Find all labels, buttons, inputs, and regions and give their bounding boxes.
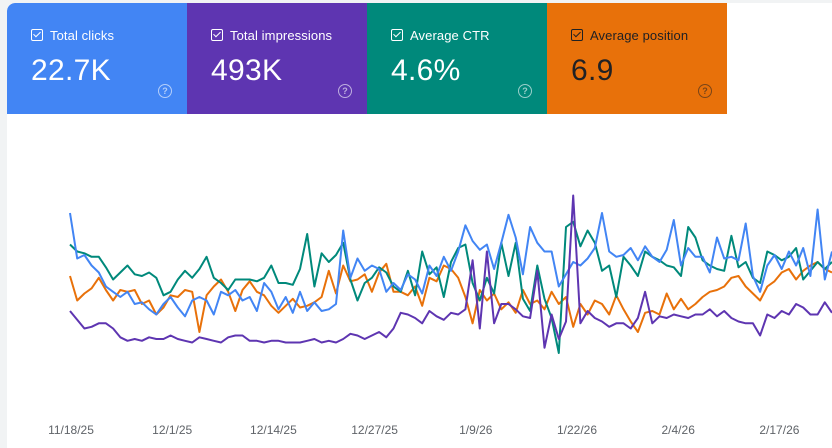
performance-line-chart[interactable]: 11/18/25 12/1/25 12/14/25 12/27/25 1/9/26 1/2… — [7, 3, 832, 448]
metric-label: Total clicks — [50, 28, 115, 43]
x-axis-tick-labels: 11/18/25 12/1/25 12/14/25 12/27/25 1/9/26 1/2… — [48, 423, 800, 437]
metric-label: Average CTR — [410, 28, 490, 43]
x-tick-label: 12/1/25 — [152, 423, 192, 437]
metric-value: 6.9 — [571, 54, 614, 87]
x-tick-label: 11/18/25 — [48, 423, 94, 437]
checkbox-checked-icon[interactable] — [211, 29, 223, 41]
help-icon[interactable]: ? — [518, 84, 532, 98]
x-tick-label: 1/9/26 — [459, 423, 493, 437]
metric-card-average-ctr[interactable]: Average CTR 4.6% ? — [367, 3, 547, 114]
metric-value: 4.6% — [391, 54, 461, 87]
metric-label: Average position — [590, 28, 689, 43]
metric-card-total-impressions[interactable]: Total impressions 493K ? — [187, 3, 367, 114]
x-tick-label: 2/17/26 — [759, 423, 799, 437]
metric-card-average-position[interactable]: Average position 6.9 ? — [547, 3, 727, 114]
metric-cards: Total clicks 22.7K ? Total impressions 4… — [7, 3, 727, 114]
metric-value: 22.7K — [31, 54, 111, 87]
help-icon[interactable]: ? — [338, 84, 352, 98]
x-tick-label: 1/22/26 — [557, 423, 597, 437]
x-tick-label: 12/27/25 — [351, 423, 398, 437]
checkbox-checked-icon[interactable] — [31, 29, 43, 41]
checkbox-checked-icon[interactable] — [571, 29, 583, 41]
performance-panel: Total clicks 22.7K ? Total impressions 4… — [7, 3, 832, 448]
x-tick-label: 12/14/25 — [250, 423, 297, 437]
metric-label: Total impressions — [230, 28, 333, 43]
x-tick-label: 2/4/26 — [662, 423, 696, 437]
metric-value: 493K — [211, 54, 283, 87]
series-line-total-clicks — [69, 208, 832, 318]
help-icon[interactable]: ? — [698, 84, 712, 98]
help-icon[interactable]: ? — [158, 84, 172, 98]
metric-card-total-clicks[interactable]: Total clicks 22.7K ? — [7, 3, 187, 114]
chart-series-group — [69, 194, 832, 354]
series-line-total-impressions — [69, 194, 832, 349]
checkbox-checked-icon[interactable] — [391, 29, 403, 41]
